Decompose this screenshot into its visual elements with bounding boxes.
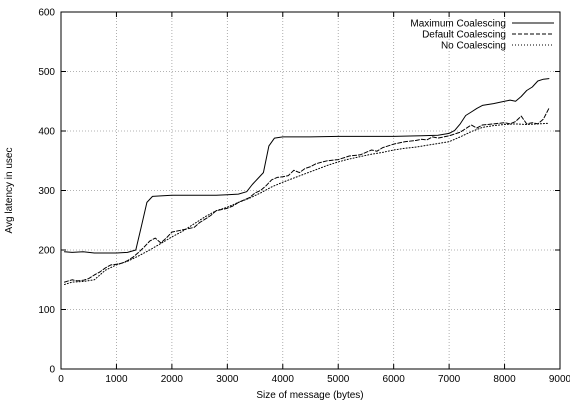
legend-label-no-coalescing: No Coalescing <box>441 41 506 52</box>
grid-lines <box>61 12 560 369</box>
series-line-no-coalescing <box>64 122 550 285</box>
series-lines <box>64 78 550 285</box>
x-tick-label: 5000 <box>327 374 350 385</box>
x-tick-label: 9000 <box>549 374 570 385</box>
y-tick-label: 200 <box>38 246 55 257</box>
legend-label-maximum-coalescing: Maximum Coalescing <box>410 19 506 30</box>
y-tick-label: 400 <box>38 127 55 138</box>
y-axis-label: Avg latency in usec <box>4 148 15 234</box>
x-tick-label: 3000 <box>216 374 239 385</box>
axis-ticks: 0 1000 2000 3000 4000 5000 6000 7000 8000 9000 0 10… <box>38 8 570 386</box>
series-line-maximum-coalescing <box>64 78 550 254</box>
y-tick-label: 600 <box>38 8 55 19</box>
x-tick-label: 8000 <box>493 374 516 385</box>
x-tick-label: 1000 <box>105 374 128 385</box>
x-tick-label: 7000 <box>438 374 461 385</box>
legend-label-default-coalescing: Default Coalescing <box>422 30 506 41</box>
x-tick-label: 0 <box>58 374 64 385</box>
x-tick-label: 2000 <box>161 374 184 385</box>
y-tick-label: 300 <box>38 186 55 197</box>
plot-border <box>60 11 561 370</box>
y-tick-label: 100 <box>38 305 55 316</box>
x-tick-label: 4000 <box>272 374 295 385</box>
x-tick-label: 6000 <box>383 374 406 385</box>
y-tick-label: 0 <box>49 365 55 376</box>
series-line-default-coalescing <box>64 107 550 283</box>
x-axis-label: Size of message (bytes) <box>256 390 363 401</box>
y-tick-label: 500 <box>38 67 55 78</box>
